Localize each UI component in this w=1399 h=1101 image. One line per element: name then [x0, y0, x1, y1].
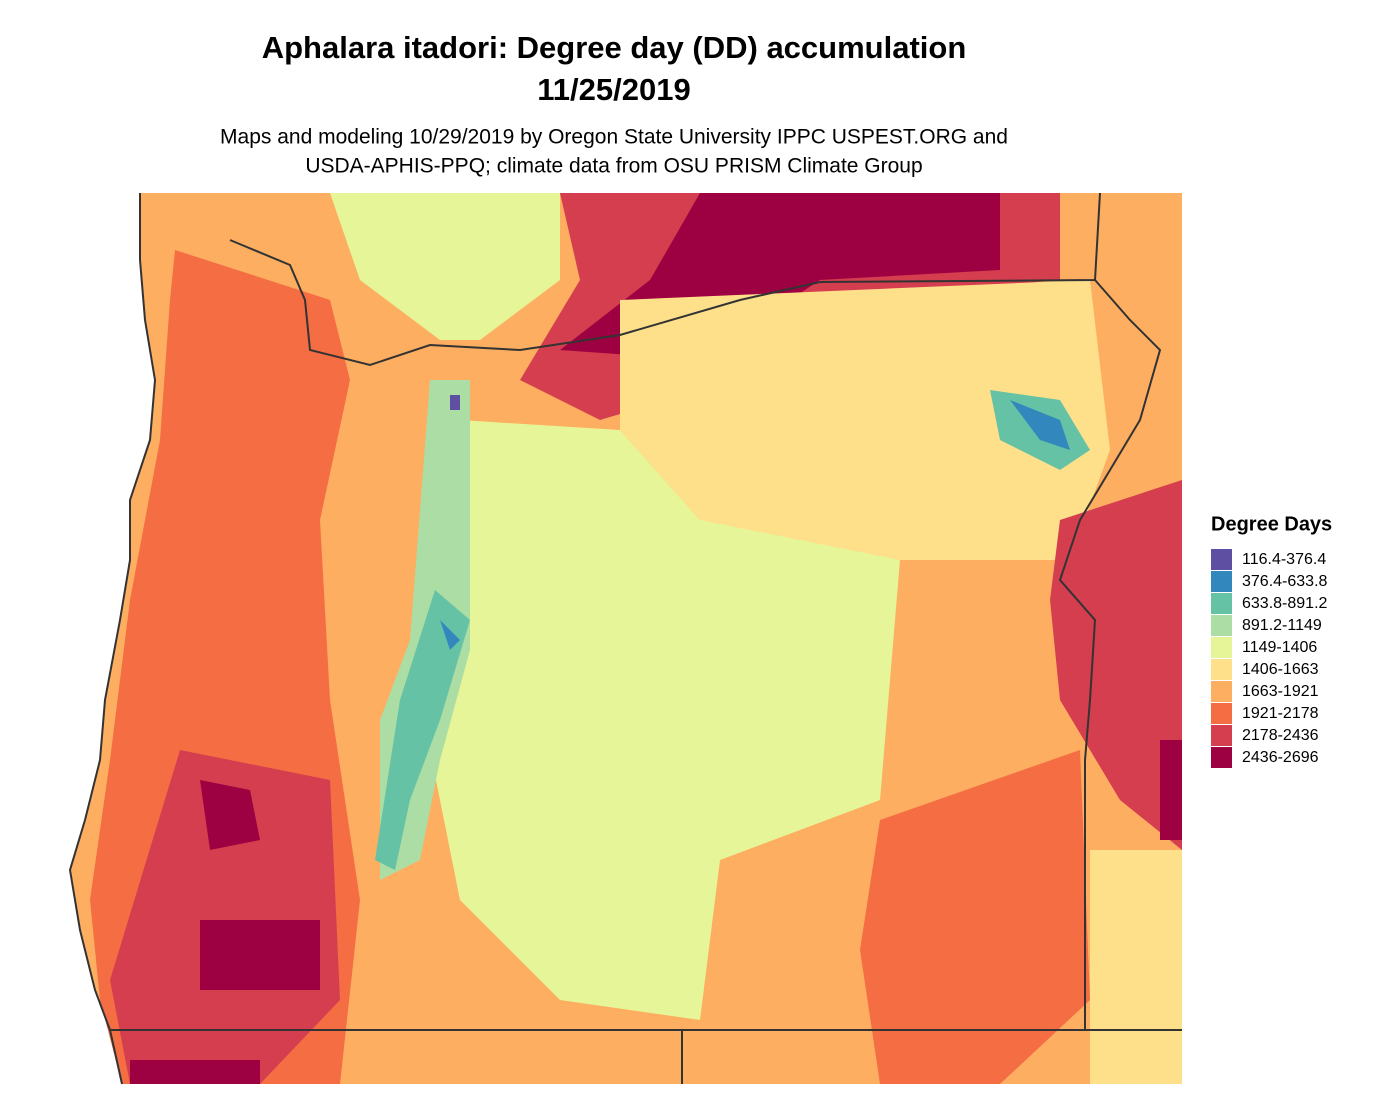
subtitle: USDA-APHIS-PPQ; climate data from OSU PR…	[305, 155, 922, 178]
state-border	[1058, 279, 1162, 1030]
legend-label: 376.4-633.8	[1242, 573, 1328, 590]
legend-swatch	[1211, 615, 1232, 636]
legend-label: 2436-2696	[1242, 749, 1319, 766]
zone	[420, 420, 900, 1020]
legend-swatch	[1211, 593, 1232, 614]
legend-swatch	[1211, 681, 1232, 702]
legend-label: 1149-1406	[1242, 639, 1317, 656]
legend-swatch	[1211, 549, 1232, 570]
state-border	[229, 192, 1101, 367]
legend-label: 633.8-891.2	[1242, 595, 1328, 612]
zone	[860, 750, 1090, 1084]
legend-label: 1406-1663	[1242, 661, 1319, 678]
legend-label: 116.4-376.4	[1242, 551, 1326, 568]
legend-label: 1663-1921	[1242, 683, 1319, 700]
zone	[200, 920, 320, 990]
legend-title: Degree Days	[1211, 513, 1332, 535]
legend-label: 1921-2178	[1242, 705, 1319, 722]
map	[68, 192, 1182, 1085]
zone	[440, 620, 460, 650]
zone	[1090, 850, 1182, 1084]
legend-swatch	[1211, 659, 1232, 680]
zone	[200, 780, 260, 850]
zone	[1160, 740, 1182, 840]
legend-swatch	[1211, 725, 1232, 746]
coastline	[68, 193, 157, 1085]
zone	[130, 1060, 260, 1084]
legend-label: 891.2-1149	[1242, 617, 1322, 634]
zone	[1050, 480, 1182, 850]
zone	[620, 280, 1110, 560]
zone	[1010, 400, 1070, 450]
zone	[110, 750, 340, 1084]
legend-swatch	[1211, 637, 1232, 658]
zone	[330, 193, 560, 340]
legend: 116.4-376.4 376.4-633.8 633.8-891.2 891.2-1…	[1211, 549, 1328, 768]
title: 11/25/2019	[537, 72, 690, 107]
zone	[375, 590, 470, 870]
legend-swatch	[1211, 703, 1232, 724]
legend-swatch	[1211, 747, 1232, 768]
title: Aphalara itadori: Degree day (DD) accumu…	[262, 30, 967, 65]
zone	[450, 395, 460, 410]
legend-label: 2178-2436	[1242, 727, 1319, 744]
legend-swatch	[1211, 571, 1232, 592]
subtitle: Maps and modeling 10/29/2019 by Oregon S…	[220, 126, 1008, 149]
